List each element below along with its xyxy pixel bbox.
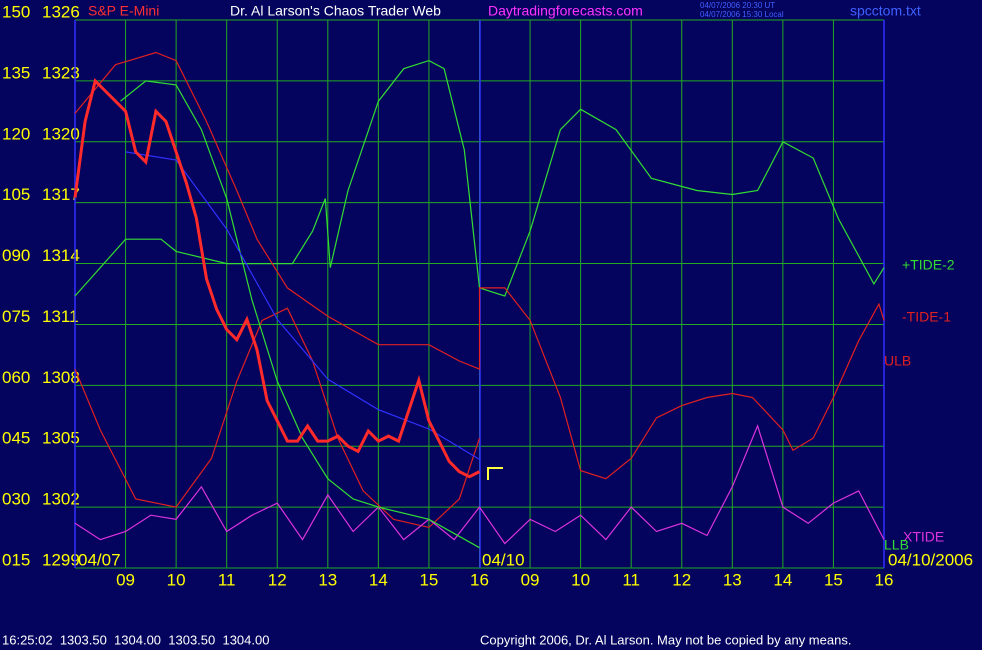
- y2-tick-label: 1323: [42, 63, 80, 82]
- y2-tick-label: 1308: [42, 368, 80, 387]
- y-tick-label: 030: [2, 490, 30, 509]
- timestamp: 04/07/2006 20:30 UT: [700, 1, 775, 10]
- instrument: S&P E-Mini: [88, 3, 159, 19]
- series-line: [120, 80, 480, 549]
- series-label: XTIDE: [903, 529, 944, 545]
- status: 16:25:02 1303.50 1304.00 1303.50 1304.00: [2, 632, 269, 647]
- y-tick-label: 090: [2, 246, 30, 265]
- y-tick-label: 150: [2, 2, 30, 21]
- y2-tick-label: 1305: [42, 429, 80, 448]
- y2-tick-label: 1314: [42, 246, 80, 265]
- x-tick-label: 10: [571, 570, 590, 589]
- x-tick-label: 10: [167, 570, 186, 589]
- y2-tick-label: 1317: [42, 185, 80, 204]
- x-tick-label: 14: [369, 570, 388, 589]
- date-label: 04/10: [482, 550, 525, 569]
- filename: spcctom.txt: [850, 3, 921, 19]
- series-label: ULB: [884, 353, 911, 369]
- y-tick-label: 060: [2, 368, 30, 387]
- x-tick-label: 15: [824, 570, 843, 589]
- series-line: [74, 51, 885, 480]
- x-tick-label: 11: [622, 570, 640, 589]
- series-line: [74, 424, 885, 545]
- series-line: [125, 151, 480, 460]
- y2-tick-label: 1302: [42, 490, 80, 509]
- website: Daytradingforecasts.com: [488, 3, 643, 19]
- marker: [487, 467, 503, 480]
- series-line: [74, 307, 481, 529]
- x-tick-label: 12: [268, 570, 287, 589]
- y-tick-label: 135: [2, 63, 30, 82]
- series-line: [73, 77, 481, 479]
- x-tick-label: 14: [773, 570, 792, 589]
- y2-tick-label: 1311: [42, 307, 79, 326]
- timestamp: 04/07/2006 15:30 Local: [700, 10, 784, 19]
- y-tick-label: 075: [2, 307, 30, 326]
- y-tick-label: 105: [2, 185, 30, 204]
- series-label: LLB: [884, 537, 909, 553]
- y2-tick-label: 1326: [42, 2, 80, 21]
- y-tick-label: 045: [2, 429, 30, 448]
- date-label: 04/07: [78, 550, 121, 569]
- x-tick-label: 09: [521, 570, 540, 589]
- copyright: Copyright 2006, Dr. Al Larson. May not b…: [480, 632, 851, 647]
- x-tick-label: 16: [470, 570, 489, 589]
- y2-tick-label: 1299: [42, 550, 80, 569]
- date-label: 04/10/2006: [888, 550, 973, 569]
- x-tick-label: 16: [875, 570, 894, 589]
- series-label: +TIDE-2: [902, 257, 955, 273]
- y-tick-label: 015: [2, 550, 30, 569]
- chart-title: Dr. Al Larson's Chaos Trader Web: [230, 3, 441, 19]
- x-tick-label: 12: [672, 570, 691, 589]
- x-tick-label: 15: [419, 570, 438, 589]
- x-tick-label: 13: [723, 570, 742, 589]
- x-tick-label: 11: [218, 570, 236, 589]
- x-tick-label: 09: [116, 570, 135, 589]
- series-line: [74, 59, 885, 297]
- y-tick-label: 120: [2, 124, 30, 143]
- x-tick-label: 13: [318, 570, 337, 589]
- y2-tick-label: 1320: [42, 124, 80, 143]
- series-label: -TIDE-1: [902, 309, 951, 325]
